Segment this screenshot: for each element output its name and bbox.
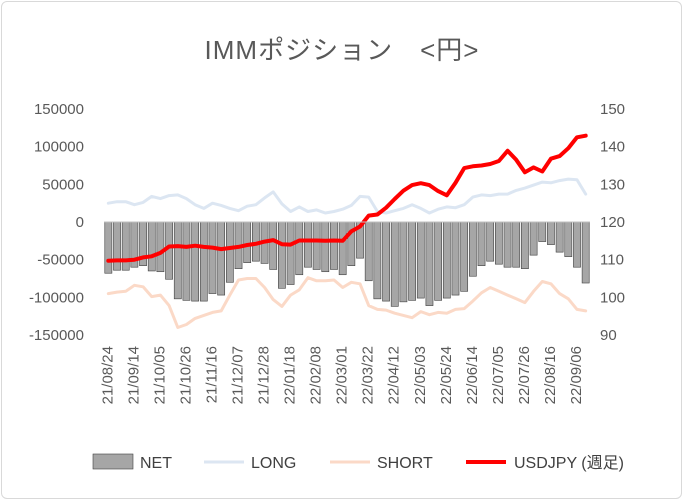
y-left-tick-label: -50000 xyxy=(37,252,84,269)
net-bar xyxy=(295,221,304,276)
y-left-tick-label: -100000 xyxy=(29,289,84,306)
y-right-tick-label: 110 xyxy=(600,252,624,269)
x-tick-label: 22/09/06 xyxy=(568,346,585,404)
x-tick-label: 22/01/18 xyxy=(282,346,299,404)
net-bar xyxy=(555,221,564,253)
legend-usdjpy-label: USDJPY (週足) xyxy=(514,454,624,472)
net-bar xyxy=(312,221,321,270)
usdjpy-line xyxy=(106,133,588,263)
x-tick-label: 22/08/16 xyxy=(542,346,559,404)
x-tick-label: 21/09/14 xyxy=(125,346,142,404)
net-bar xyxy=(364,221,373,282)
series-lines xyxy=(106,133,588,329)
x-tick-label: 21/08/24 xyxy=(99,346,116,404)
net-bar xyxy=(208,221,217,294)
net-bar xyxy=(121,221,130,271)
net-bar xyxy=(113,221,121,271)
y-left-tick-label: 150000 xyxy=(34,101,84,118)
net-bar xyxy=(460,221,469,292)
net-bar xyxy=(330,221,338,270)
y-left-tick-label: 100000 xyxy=(34,139,84,156)
x-tick-label: 22/05/24 xyxy=(438,346,455,404)
y-left-tick-label: 0 xyxy=(76,214,84,231)
net-bar xyxy=(564,221,573,257)
net-bar xyxy=(191,221,199,302)
net-bar xyxy=(442,221,451,299)
y-right-tick-label: 100 xyxy=(600,289,625,306)
net-bar xyxy=(495,221,503,265)
x-tick-label: 22/07/05 xyxy=(490,346,507,404)
net-bar xyxy=(408,221,416,301)
net-bar xyxy=(147,221,156,272)
net-bar xyxy=(529,221,538,256)
x-tick-label: 22/02/08 xyxy=(308,346,325,404)
net-bar xyxy=(390,221,399,307)
net-bar xyxy=(434,221,442,301)
net-bar xyxy=(217,221,226,296)
net-bar xyxy=(512,221,521,268)
x-tick-label: 22/03/22 xyxy=(360,346,377,404)
x-tick-label: 21/10/26 xyxy=(177,346,194,404)
legend: NET LONG SHORT USDJPY (週足) xyxy=(92,453,624,472)
x-tick-label: 22/07/26 xyxy=(516,346,533,404)
net-bar xyxy=(538,221,547,242)
x-tick-label: 22/04/12 xyxy=(386,346,403,404)
x-tick-label: 21/10/05 xyxy=(151,346,168,404)
y-right-tick-label: 150 xyxy=(600,101,625,118)
net-bar xyxy=(373,221,382,300)
long-line xyxy=(106,177,588,215)
y-axis-right: 150 140 130 120 110 100 90 xyxy=(600,101,625,344)
net-bar xyxy=(338,221,347,276)
y-right-tick-label: 130 xyxy=(600,176,625,193)
net-bar xyxy=(173,221,182,300)
legend-net-swatch xyxy=(92,453,134,470)
x-tick-label: 22/06/14 xyxy=(464,346,481,404)
net-bar xyxy=(278,221,286,289)
x-tick-label: 22/03/01 xyxy=(334,346,351,404)
net-bar xyxy=(104,221,113,274)
net-bar xyxy=(243,221,252,263)
net-bars xyxy=(104,221,590,307)
net-bar xyxy=(521,221,529,270)
net-bar xyxy=(547,221,555,245)
net-bar xyxy=(573,221,581,268)
net-bar xyxy=(156,221,165,273)
net-bar xyxy=(382,221,390,302)
net-bar xyxy=(416,221,425,299)
x-tick-label: 21/11/16 xyxy=(203,346,220,403)
y-right-tick-label: 90 xyxy=(600,327,617,344)
net-bar xyxy=(425,221,434,306)
net-bar xyxy=(286,221,295,285)
net-bar xyxy=(399,221,408,303)
net-bar xyxy=(486,221,495,262)
net-bar xyxy=(468,221,477,277)
net-bar xyxy=(199,221,208,302)
x-axis: 21/08/24 21/09/14 21/10/05 21/10/26 21/11/16… xyxy=(99,346,585,404)
x-tick-label: 22/05/03 xyxy=(412,346,429,404)
x-tick-label: 21/12/07 xyxy=(230,346,247,404)
net-bar xyxy=(477,221,486,266)
y-left-tick-label: 50000 xyxy=(42,176,84,193)
net-bar xyxy=(451,221,460,296)
short-line xyxy=(106,276,588,329)
net-bar xyxy=(503,221,512,268)
net-bar xyxy=(182,221,191,301)
legend-short-label: SHORT xyxy=(377,455,433,472)
x-tick-label: 21/12/28 xyxy=(256,346,273,404)
y-axis-left: 150000 100000 50000 0 -50000 -100000 -150000 xyxy=(29,101,84,344)
y-right-tick-label: 120 xyxy=(600,214,625,231)
y-right-tick-label: 140 xyxy=(600,139,625,156)
legend-net-label: NET xyxy=(140,455,172,472)
net-bar xyxy=(581,221,590,284)
legend-long-label: LONG xyxy=(251,455,296,472)
net-bar xyxy=(225,221,234,283)
chart-title: IMMポジション <円> xyxy=(204,35,480,65)
net-bar xyxy=(269,221,278,270)
y-left-tick-label: -150000 xyxy=(29,327,84,344)
net-bar xyxy=(321,221,330,273)
net-bar xyxy=(304,221,312,268)
